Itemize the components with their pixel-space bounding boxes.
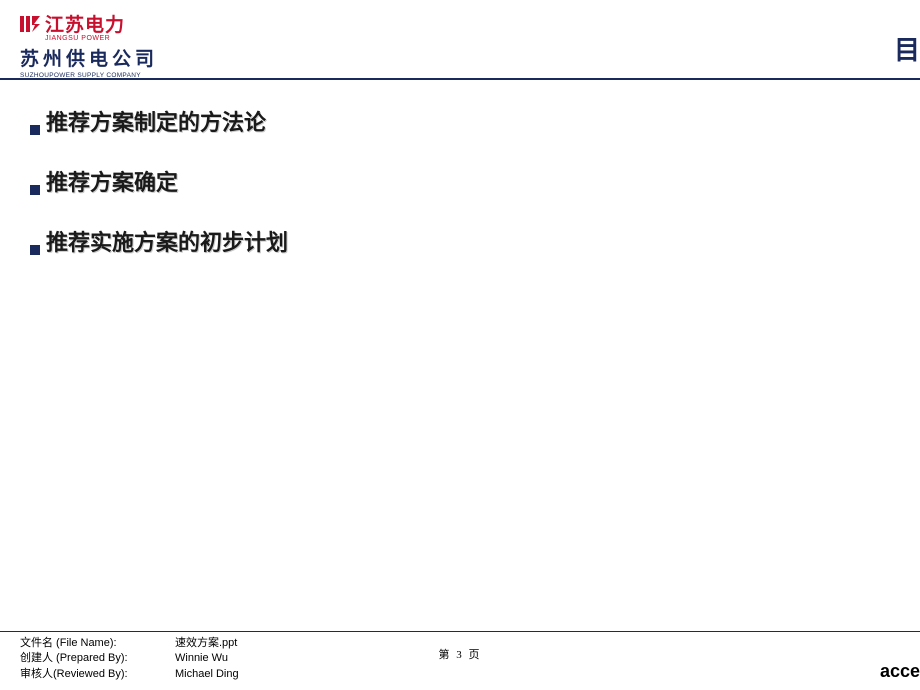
logo-name-cn: 江苏电力	[45, 10, 125, 37]
slide-footer: 文件名 (File Name): 速效方案.ppt 创建人 (Prepared …	[0, 631, 920, 682]
footer-label-filename: 文件名 (File Name):	[20, 636, 175, 651]
footer-content: 文件名 (File Name): 速效方案.ppt 创建人 (Prepared …	[0, 636, 920, 682]
footer-label-reviewedby: 审核人(Reviewed By):	[20, 667, 175, 682]
footer-divider	[0, 631, 920, 632]
bullet-text: 推荐实施方案的初步计划	[46, 225, 288, 257]
logo-name-en: JIANGSU POWER	[45, 35, 158, 42]
page-number: 第 3 页	[439, 646, 482, 662]
bullet-text: 推荐方案确定	[46, 165, 178, 197]
bullet-icon	[30, 185, 40, 195]
slide-title: 目	[894, 30, 920, 67]
footer-value-preparedby: Winnie Wu	[175, 651, 228, 666]
logo-top-row: 江苏电力	[20, 10, 158, 37]
footer-brand: acce	[880, 661, 920, 682]
footer-meta-row: 审核人(Reviewed By): Michael Ding	[20, 667, 239, 682]
logo-block: 江苏电力 JIANGSU POWER 苏州供电公司 SUZHOUPOWER SU…	[20, 10, 158, 79]
bullet-icon	[30, 125, 40, 135]
bullet-item: 推荐方案制定的方法论	[30, 105, 288, 137]
footer-meta-row: 创建人 (Prepared By): Winnie Wu	[20, 651, 239, 666]
company-name-cn: 苏州供电公司	[20, 44, 158, 71]
logo-mark-icon	[20, 14, 42, 34]
footer-label-preparedby: 创建人 (Prepared By):	[20, 651, 175, 666]
footer-value-filename: 速效方案.ppt	[175, 636, 237, 651]
bullet-item: 推荐方案确定	[30, 165, 288, 197]
footer-metadata: 文件名 (File Name): 速效方案.ppt 创建人 (Prepared …	[20, 636, 239, 682]
bullet-text: 推荐方案制定的方法论	[46, 105, 266, 137]
slide-content: 推荐方案制定的方法论 推荐方案确定 推荐实施方案的初步计划	[30, 105, 288, 285]
header-divider	[0, 78, 920, 80]
footer-value-reviewedby: Michael Ding	[175, 667, 239, 682]
bullet-icon	[30, 245, 40, 255]
slide-header: 江苏电力 JIANGSU POWER 苏州供电公司 SUZHOUPOWER SU…	[0, 0, 920, 80]
bullet-item: 推荐实施方案的初步计划	[30, 225, 288, 257]
footer-meta-row: 文件名 (File Name): 速效方案.ppt	[20, 636, 239, 651]
